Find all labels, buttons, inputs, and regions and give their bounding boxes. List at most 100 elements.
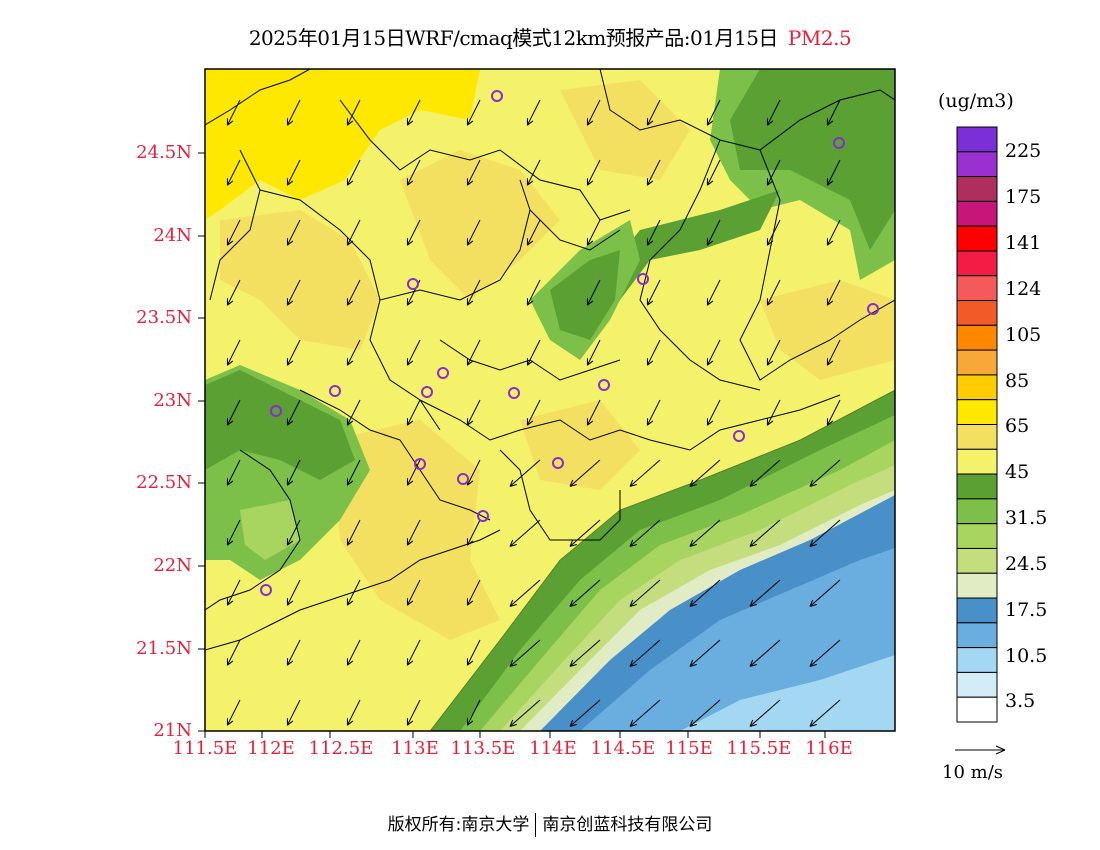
wind-arrow xyxy=(749,699,781,727)
wind-arrow xyxy=(466,159,481,186)
colorbar-swatch xyxy=(956,151,998,178)
wind-arrow xyxy=(346,639,361,666)
colorbar-swatch xyxy=(956,374,998,401)
wind-arrow xyxy=(346,579,361,606)
footer-right: 南京创蓝科技有限公司 xyxy=(542,815,713,835)
reference-vector-label: 10 m/s xyxy=(942,762,1003,783)
wind-arrow xyxy=(286,99,301,126)
footer-separator xyxy=(535,813,537,837)
colorbar-swatch xyxy=(956,622,998,649)
wind-arrow xyxy=(286,699,301,726)
station-marker xyxy=(329,385,341,397)
wind-arrow xyxy=(509,459,541,487)
wind-arrow xyxy=(286,639,301,666)
station-marker xyxy=(260,584,272,596)
wind-arrow xyxy=(226,339,241,366)
wind-arrow xyxy=(826,339,841,366)
high-pm-north-region xyxy=(205,69,480,220)
wind-arrow xyxy=(629,699,661,727)
wind-arrow xyxy=(826,99,841,126)
wind-arrow xyxy=(706,159,721,186)
colorbar-label: 65 xyxy=(1005,415,1030,437)
colorbar-label: 141 xyxy=(1005,232,1042,254)
colorbar-label: 17.5 xyxy=(1005,599,1048,621)
wind-arrow xyxy=(526,99,541,126)
station-marker xyxy=(552,457,564,469)
wind-arrow xyxy=(226,579,241,606)
wind-arrow xyxy=(286,459,301,486)
colorbar-swatch xyxy=(956,473,998,500)
x-tick-label: 112.5E xyxy=(308,738,374,759)
wind-arrow xyxy=(749,519,781,547)
wind-arrow xyxy=(406,159,421,186)
wind-arrow xyxy=(406,519,421,546)
station-marker xyxy=(270,405,282,417)
y-tick-label: 24.5N xyxy=(136,142,192,163)
y-tick-label: 21N xyxy=(153,720,192,741)
wind-arrow xyxy=(826,279,841,306)
wind-arrow xyxy=(749,579,781,607)
wind-arrow xyxy=(809,579,841,607)
wind-vectors xyxy=(226,99,841,727)
x-tick-label: 114E xyxy=(529,738,577,759)
wind-arrow xyxy=(466,519,481,546)
colorbar-swatch xyxy=(956,498,998,525)
wind-arrow xyxy=(509,519,541,547)
station-marker xyxy=(457,473,469,485)
title-main: 2025年01月15日WRF/cmaq模式12km预报产品:01月15日 xyxy=(248,26,779,50)
monitoring-stations xyxy=(260,90,879,596)
title-species: PM2.5 xyxy=(787,26,852,50)
wind-arrow xyxy=(286,159,301,186)
wind-arrow xyxy=(766,279,781,306)
colorbar-swatch xyxy=(956,225,998,252)
colorbar-swatch xyxy=(956,597,998,624)
station-marker xyxy=(733,430,745,442)
wind-arrow xyxy=(689,639,721,667)
wind-arrow xyxy=(226,459,241,486)
copyright-footer: 版权所有:南京大学 南京创蓝科技有限公司 xyxy=(0,810,1100,837)
wind-arrow xyxy=(346,519,361,546)
wind-arrow xyxy=(286,399,301,426)
colorbar-swatch xyxy=(956,547,998,574)
wind-arrow xyxy=(646,159,661,186)
wind-arrow xyxy=(569,519,601,547)
wind-arrow xyxy=(406,459,421,486)
wind-arrow xyxy=(526,339,541,366)
wind-arrow xyxy=(646,219,661,246)
wind-arrow xyxy=(646,99,661,126)
wind-arrow xyxy=(526,279,541,306)
wind-arrow xyxy=(526,219,541,246)
wind-arrow xyxy=(689,579,721,607)
x-tick-label: 115.5E xyxy=(726,738,792,759)
wind-arrow xyxy=(509,699,541,727)
colorbar-label: 24.5 xyxy=(1005,553,1048,575)
colorbar-swatch xyxy=(956,696,998,723)
wind-arrow xyxy=(286,579,301,606)
wind-arrow xyxy=(766,219,781,246)
wind-arrow xyxy=(629,639,661,667)
station-marker xyxy=(437,367,449,379)
wind-arrow xyxy=(826,219,841,246)
wind-arrow xyxy=(749,639,781,667)
wind-arrow xyxy=(689,699,721,727)
station-marker xyxy=(508,387,520,399)
wind-arrow xyxy=(286,279,301,306)
wind-arrow xyxy=(286,339,301,366)
colorbar-swatch xyxy=(956,424,998,450)
wind-arrow xyxy=(406,639,421,666)
colorbar-swatch xyxy=(956,448,998,475)
wind-arrow xyxy=(226,639,241,666)
wind-arrow xyxy=(586,339,601,366)
wind-arrow xyxy=(586,99,601,126)
colorbar-unit: (ug/m3) xyxy=(938,90,1014,112)
wind-arrow xyxy=(226,279,241,306)
wind-arrow xyxy=(586,219,601,246)
wind-arrow xyxy=(346,219,361,246)
station-marker xyxy=(598,379,610,391)
colorbar-swatch xyxy=(956,647,998,673)
x-tick-label: 114.5E xyxy=(590,738,656,759)
wind-arrow xyxy=(766,159,781,186)
wind-arrow xyxy=(629,459,661,487)
colorbar-label: 105 xyxy=(1005,324,1042,346)
wind-arrow xyxy=(346,399,361,426)
